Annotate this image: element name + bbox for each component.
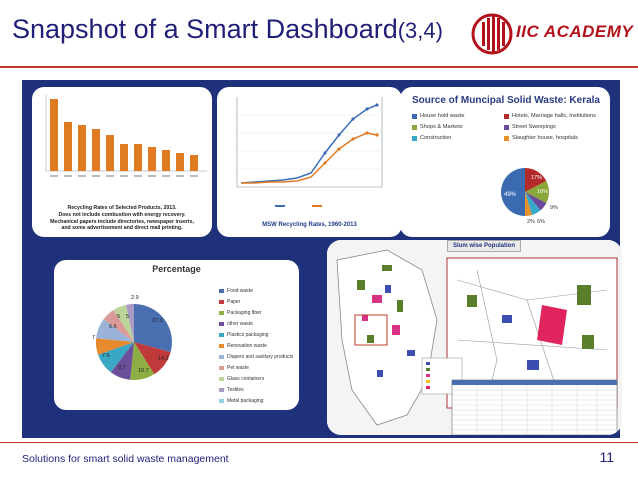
kerala-sources-panel: Source of Muncipal Solid Waste: Kerala H… [400, 87, 610, 237]
legend-swatch-icon [219, 322, 224, 326]
recycling-products-panel: Recycling Rates of Selected Products, 20… [32, 87, 212, 237]
legend-swatch-icon [219, 344, 224, 348]
kerala-slice-label: 17% [531, 175, 542, 181]
logo-emblem-icon [471, 13, 513, 55]
kerala-legend-item: Shops & Markets [412, 124, 463, 130]
percentage-slice-label: 5 [117, 314, 120, 320]
percentage-legend-item: Paper [219, 299, 293, 305]
iic-academy-logo: IIC ACADEMY [470, 10, 634, 58]
kerala-legend-item: Street Sweepings [504, 124, 556, 130]
slum-map-label: Slum wise Population [447, 240, 522, 252]
slide-title: Snapshot of a Smart Dashboard(3,4) [12, 14, 443, 44]
percentage-slice-label: 7.6 [102, 353, 110, 359]
percentage-legend-item: Plastics packaging [219, 332, 293, 338]
percentage-panel: Percentage 27.0 14.2 10.7 8.7 7.6 [54, 260, 299, 410]
percentage-slice-label: 14.2 [158, 356, 169, 362]
percentage-slice-label: 2.9 [131, 295, 139, 301]
percentage-legend-item: Diapers and sanitary products [219, 354, 293, 360]
percentage-slice-label: 7 [92, 335, 95, 341]
logo-text: IIC ACADEMY [516, 22, 634, 41]
percentage-slice-label: 6.6 [109, 324, 117, 330]
slide-title-suffix: (3,4) [397, 18, 443, 43]
percentage-slice-label: 27.0 [152, 318, 163, 324]
page-number: 11 [599, 449, 614, 465]
percentage-legend-item: Packaging fiber [219, 310, 293, 316]
legend-swatch-icon [219, 377, 224, 381]
slum-map-panel: Slum wise Population [327, 240, 622, 435]
legend-swatch-icon [504, 135, 509, 141]
percentage-legend-item: other waste [219, 321, 293, 327]
footer-divider [0, 442, 638, 443]
percentage-legend-item: Pet waste [219, 365, 293, 371]
kerala-sources-pie: 17% 16% 9% 2% 6% 49% [501, 168, 558, 225]
legend-swatch-icon [412, 135, 417, 141]
percentage-legend-item: Metal packaging [219, 398, 293, 404]
kerala-legend-item: Slaughter house, hospitals [504, 135, 578, 141]
legend-swatch-icon [412, 113, 417, 119]
legend-swatch-icon [412, 124, 417, 130]
kerala-slice-label: 9% [550, 205, 558, 211]
kerala-slice-label: 49% [504, 192, 517, 198]
recycling-products-chart-image [45, 95, 207, 177]
kerala-sources-title: Source of Muncipal Solid Waste: Kerala [412, 95, 600, 106]
title-divider [0, 66, 638, 68]
dashboard-board: Recycling Rates of Selected Products, 20… [22, 80, 622, 438]
msw-rates-panel: MSW Recycling Rates, 1960-2013 [217, 87, 402, 237]
percentage-legend: Food waste Paper Packaging fiber other w… [219, 288, 293, 409]
legend-swatch-icon [219, 333, 224, 337]
kerala-slice-label: 2% [527, 219, 535, 225]
kerala-slice-label: 6% [537, 219, 545, 225]
kerala-legend-item: House hold waste [412, 113, 464, 119]
legend-swatch-icon [219, 366, 224, 370]
legend-swatch-icon [504, 124, 509, 130]
percentage-pie: 27.0 14.2 10.7 8.7 7.6 7 6.6 5 5 2.9 [92, 295, 172, 380]
percentage-legend-item: Textiles [219, 387, 293, 393]
percentage-legend-item: Food waste [219, 288, 293, 294]
legend-swatch-icon [219, 289, 224, 293]
percentage-slice-label: 10.7 [138, 368, 149, 374]
slide-footer: Solutions for smart solid waste manageme… [22, 453, 229, 465]
kerala-slice-label: 16% [537, 189, 548, 195]
percentage-slice-label: 5 [126, 314, 129, 320]
slum-map-image [327, 240, 622, 435]
legend-swatch-icon [504, 113, 509, 119]
legend-swatch-icon [219, 399, 224, 403]
percentage-legend-item: Glass containers [219, 376, 293, 382]
kerala-legend-item: Construction [412, 135, 451, 141]
percentage-slice-label: 8.7 [118, 365, 126, 371]
legend-swatch-icon [219, 355, 224, 359]
legend-swatch-icon [219, 300, 224, 304]
percentage-title: Percentage [152, 264, 201, 274]
msw-rates-caption: MSW Recycling Rates, 1960-2013 [262, 222, 357, 228]
recycling-products-caption: Recycling Rates of Selected Products, 20… [50, 205, 194, 232]
kerala-legend-item: Hotels, Marriage halls, Institutions [504, 113, 596, 119]
percentage-legend-item: Renovation waste [219, 343, 293, 349]
legend-swatch-icon [219, 388, 224, 392]
msw-rates-chart-image [236, 97, 383, 207]
legend-swatch-icon [219, 311, 224, 315]
